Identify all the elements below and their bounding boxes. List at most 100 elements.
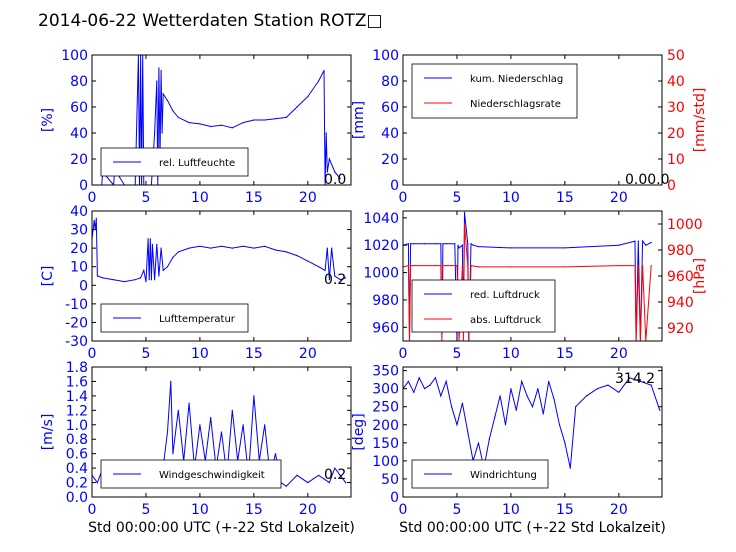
x-tick-label: 10 — [191, 346, 209, 362]
y-right-axis-label: [hPa] — [692, 258, 708, 294]
data-point — [488, 438, 490, 440]
data-point — [113, 279, 115, 281]
data-point — [585, 395, 588, 397]
y-tick-label: 50 — [381, 472, 399, 488]
data-point — [156, 80, 158, 82]
value-annotation: 0.2 — [324, 467, 346, 483]
y-tick-label: 60 — [70, 100, 88, 116]
y-tick-label: 20 — [381, 152, 399, 168]
x-tick-label: 5 — [452, 190, 461, 206]
data-point — [177, 116, 179, 118]
data-point — [318, 80, 320, 82]
data-point — [345, 482, 347, 484]
data-point — [463, 223, 466, 225]
data-point — [334, 171, 336, 173]
data-point — [558, 424, 561, 426]
y-right-tick-label: 980 — [667, 243, 694, 259]
y-tick-label: 1020 — [363, 238, 399, 254]
series-line-1 — [403, 376, 661, 469]
y-tick-label: 100 — [372, 48, 399, 64]
y-tick-label: 0 — [79, 178, 88, 194]
data-point — [553, 398, 555, 401]
y-tick-label: 10 — [70, 260, 88, 276]
data-point — [199, 424, 201, 426]
data-point — [326, 247, 328, 249]
y-tick-label: 30 — [70, 223, 88, 239]
y-tick-label: 250 — [372, 400, 399, 416]
data-point — [424, 243, 426, 245]
data-point — [477, 442, 480, 444]
x-tick-label: 10 — [502, 502, 520, 518]
data-point — [445, 265, 447, 267]
y-tick-label: 40 — [70, 204, 88, 220]
y-tick-label: 80 — [70, 74, 88, 90]
data-point — [296, 474, 298, 476]
panel-2: 0 5 10 15 20 0 20 40 60 80 100 0 10 20 30 40 50 [mm] [mm/s… — [351, 48, 708, 206]
data-point — [442, 265, 444, 267]
y-tick-label: 1.2 — [66, 403, 88, 419]
x-tick-label: 15 — [556, 502, 574, 518]
data-point — [575, 406, 577, 408]
data-point — [188, 402, 190, 404]
data-point — [151, 243, 153, 245]
x-tick-label: 10 — [502, 190, 520, 206]
data-point — [328, 482, 330, 484]
x-tick-label: 5 — [141, 190, 150, 206]
x-axis-label: Std 00:00:00 UTC (+-22 Std Lokalzeit) — [88, 520, 355, 536]
legend: red. Luftdruck abs. Luftdruck — [411, 279, 556, 333]
y-right-tick-label: 50 — [667, 48, 685, 64]
data-point — [210, 417, 212, 419]
data-point — [510, 266, 512, 268]
data-point — [407, 380, 409, 382]
data-point — [434, 377, 436, 379]
data-point — [102, 277, 104, 279]
data-point — [150, 279, 152, 281]
x-tick-label: 10 — [191, 190, 209, 206]
y-right-tick-label: 40 — [667, 74, 685, 90]
x-tick-label: 20 — [610, 346, 628, 362]
data-point — [607, 384, 609, 386]
data-point — [440, 265, 442, 267]
y-tick-label: 20 — [70, 241, 88, 257]
axes-frame — [402, 366, 663, 498]
y-tick-label: 40 — [70, 126, 88, 142]
y-tick-label: 80 — [381, 74, 399, 90]
y-tick-label: 0.4 — [66, 461, 88, 477]
axes-frame — [91, 366, 352, 498]
data-point — [158, 67, 160, 69]
data-point — [264, 119, 266, 121]
data-point — [410, 265, 412, 267]
data-point — [188, 122, 190, 124]
data-point — [145, 281, 147, 283]
data-point — [242, 122, 244, 124]
data-point — [461, 402, 463, 404]
y-tick-label: 300 — [372, 382, 399, 398]
data-point — [434, 243, 436, 245]
data-point — [457, 244, 459, 246]
data-point — [285, 251, 287, 253]
data-point — [154, 132, 156, 134]
data-point — [274, 118, 277, 120]
data-point — [134, 279, 136, 281]
data-point — [210, 247, 212, 249]
data-point — [307, 96, 309, 98]
value-annotation: 0.0 — [324, 172, 346, 188]
data-point — [242, 245, 244, 247]
data-point — [296, 106, 298, 108]
data-point — [418, 377, 420, 379]
data-point — [264, 245, 266, 247]
data-point — [160, 247, 162, 249]
data-point — [318, 266, 320, 268]
y-tick-label: 1.8 — [66, 360, 88, 376]
y-axis-label: [m/s] — [40, 414, 56, 451]
data-point — [334, 467, 336, 469]
data-point — [413, 391, 415, 393]
x-axis-label: Std 00:00:00 UTC (+-22 Std Lokalzeit) — [399, 520, 666, 536]
data-point — [634, 265, 636, 267]
data-point — [634, 240, 636, 242]
data-point — [143, 269, 145, 271]
y-right-tick-label: 1000 — [667, 217, 703, 233]
data-point — [231, 247, 233, 249]
x-tick-label: 10 — [502, 346, 520, 362]
